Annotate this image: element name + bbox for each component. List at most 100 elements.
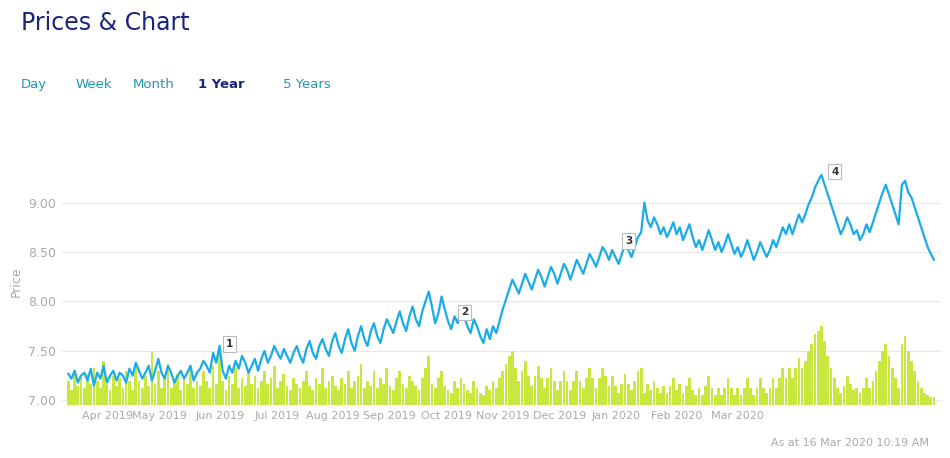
Bar — [324, 387, 327, 405]
Bar — [273, 366, 276, 405]
Bar — [344, 383, 347, 405]
Bar — [96, 381, 99, 405]
Bar — [476, 387, 479, 405]
Bar — [154, 383, 157, 405]
Bar — [598, 378, 600, 405]
Bar — [89, 383, 92, 405]
Bar — [630, 391, 633, 405]
Bar — [353, 381, 356, 405]
Bar — [836, 387, 839, 405]
Bar — [604, 376, 607, 405]
Bar — [347, 371, 350, 405]
Bar — [634, 381, 637, 405]
Bar — [363, 387, 366, 405]
Bar — [386, 368, 389, 405]
Bar — [224, 391, 227, 405]
Bar — [405, 387, 408, 405]
Bar — [92, 368, 95, 405]
Bar — [852, 391, 855, 405]
Bar — [704, 386, 707, 405]
Bar — [308, 386, 311, 405]
Bar — [620, 383, 623, 405]
Bar — [694, 395, 697, 405]
Bar — [746, 378, 749, 405]
Bar — [502, 371, 504, 405]
Bar — [553, 381, 556, 405]
Text: As at 16 Mar 2020 10:19 AM: As at 16 Mar 2020 10:19 AM — [771, 438, 929, 448]
Bar — [901, 344, 903, 405]
Bar — [144, 376, 147, 405]
Bar — [569, 391, 572, 405]
Bar — [163, 378, 166, 405]
Bar — [752, 395, 755, 405]
Text: Prices & Chart: Prices & Chart — [21, 11, 190, 35]
Text: Day: Day — [21, 78, 47, 91]
Bar — [708, 376, 710, 405]
Bar — [202, 371, 205, 405]
Bar — [270, 378, 273, 405]
Bar — [639, 368, 642, 405]
Bar — [778, 378, 781, 405]
Bar — [331, 376, 333, 405]
Bar — [755, 387, 758, 405]
Bar — [681, 393, 684, 405]
Bar — [199, 386, 201, 405]
Bar — [730, 387, 732, 405]
Bar — [424, 368, 427, 405]
Bar — [398, 371, 401, 405]
Bar — [247, 371, 250, 405]
Bar — [724, 387, 726, 405]
Bar — [801, 368, 804, 405]
Bar — [627, 383, 630, 405]
Text: 1 Year: 1 Year — [198, 78, 244, 91]
Bar — [411, 381, 414, 405]
Bar — [585, 378, 588, 405]
Bar — [189, 368, 192, 405]
Bar — [859, 393, 862, 405]
Bar — [878, 361, 881, 405]
Bar — [688, 378, 691, 405]
Bar — [813, 334, 816, 405]
Bar — [395, 378, 398, 405]
Bar — [537, 366, 540, 405]
Bar — [182, 378, 185, 405]
Bar — [910, 361, 913, 405]
Bar — [389, 386, 391, 405]
Bar — [492, 381, 494, 405]
Bar — [437, 378, 440, 405]
Bar — [119, 378, 121, 405]
Bar — [434, 387, 436, 405]
Bar — [173, 381, 176, 405]
Bar — [66, 381, 69, 405]
Bar — [782, 368, 784, 405]
Bar — [659, 393, 662, 405]
Bar — [920, 387, 922, 405]
Bar — [672, 378, 674, 405]
Bar — [656, 387, 658, 405]
Bar — [128, 381, 131, 405]
Text: Week: Week — [76, 78, 113, 91]
Bar — [595, 387, 598, 405]
Bar — [115, 386, 118, 405]
Bar — [86, 374, 89, 405]
Bar — [833, 378, 836, 405]
Bar — [147, 386, 150, 405]
Bar — [592, 378, 595, 405]
Bar — [356, 376, 359, 405]
Bar — [543, 387, 546, 405]
Bar — [180, 391, 182, 405]
Bar — [205, 381, 208, 405]
Bar — [514, 368, 517, 405]
Bar — [871, 381, 874, 405]
Bar — [826, 356, 829, 405]
Bar — [527, 376, 530, 405]
Bar — [286, 386, 289, 405]
Bar — [646, 383, 649, 405]
Bar — [340, 378, 343, 405]
Bar — [430, 383, 433, 405]
Bar — [898, 387, 900, 405]
Bar — [334, 386, 336, 405]
Bar — [608, 386, 610, 405]
Bar — [692, 391, 694, 405]
Bar — [678, 383, 681, 405]
